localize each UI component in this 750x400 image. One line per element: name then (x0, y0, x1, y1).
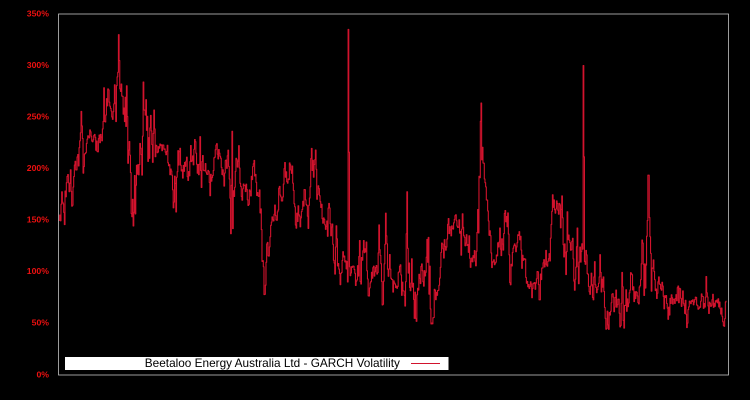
svg-text:150%: 150% (27, 215, 49, 225)
svg-text:200%: 200% (27, 163, 49, 173)
svg-text:50%: 50% (32, 318, 50, 328)
svg-text:0%: 0% (36, 369, 49, 379)
svg-text:350%: 350% (27, 8, 49, 18)
svg-text:100%: 100% (27, 266, 49, 276)
svg-text:250%: 250% (27, 111, 49, 121)
svg-text:300%: 300% (27, 60, 49, 70)
svg-text:Beetaloo Energy Australia Ltd: Beetaloo Energy Australia Ltd - GARCH Vo… (145, 356, 400, 370)
